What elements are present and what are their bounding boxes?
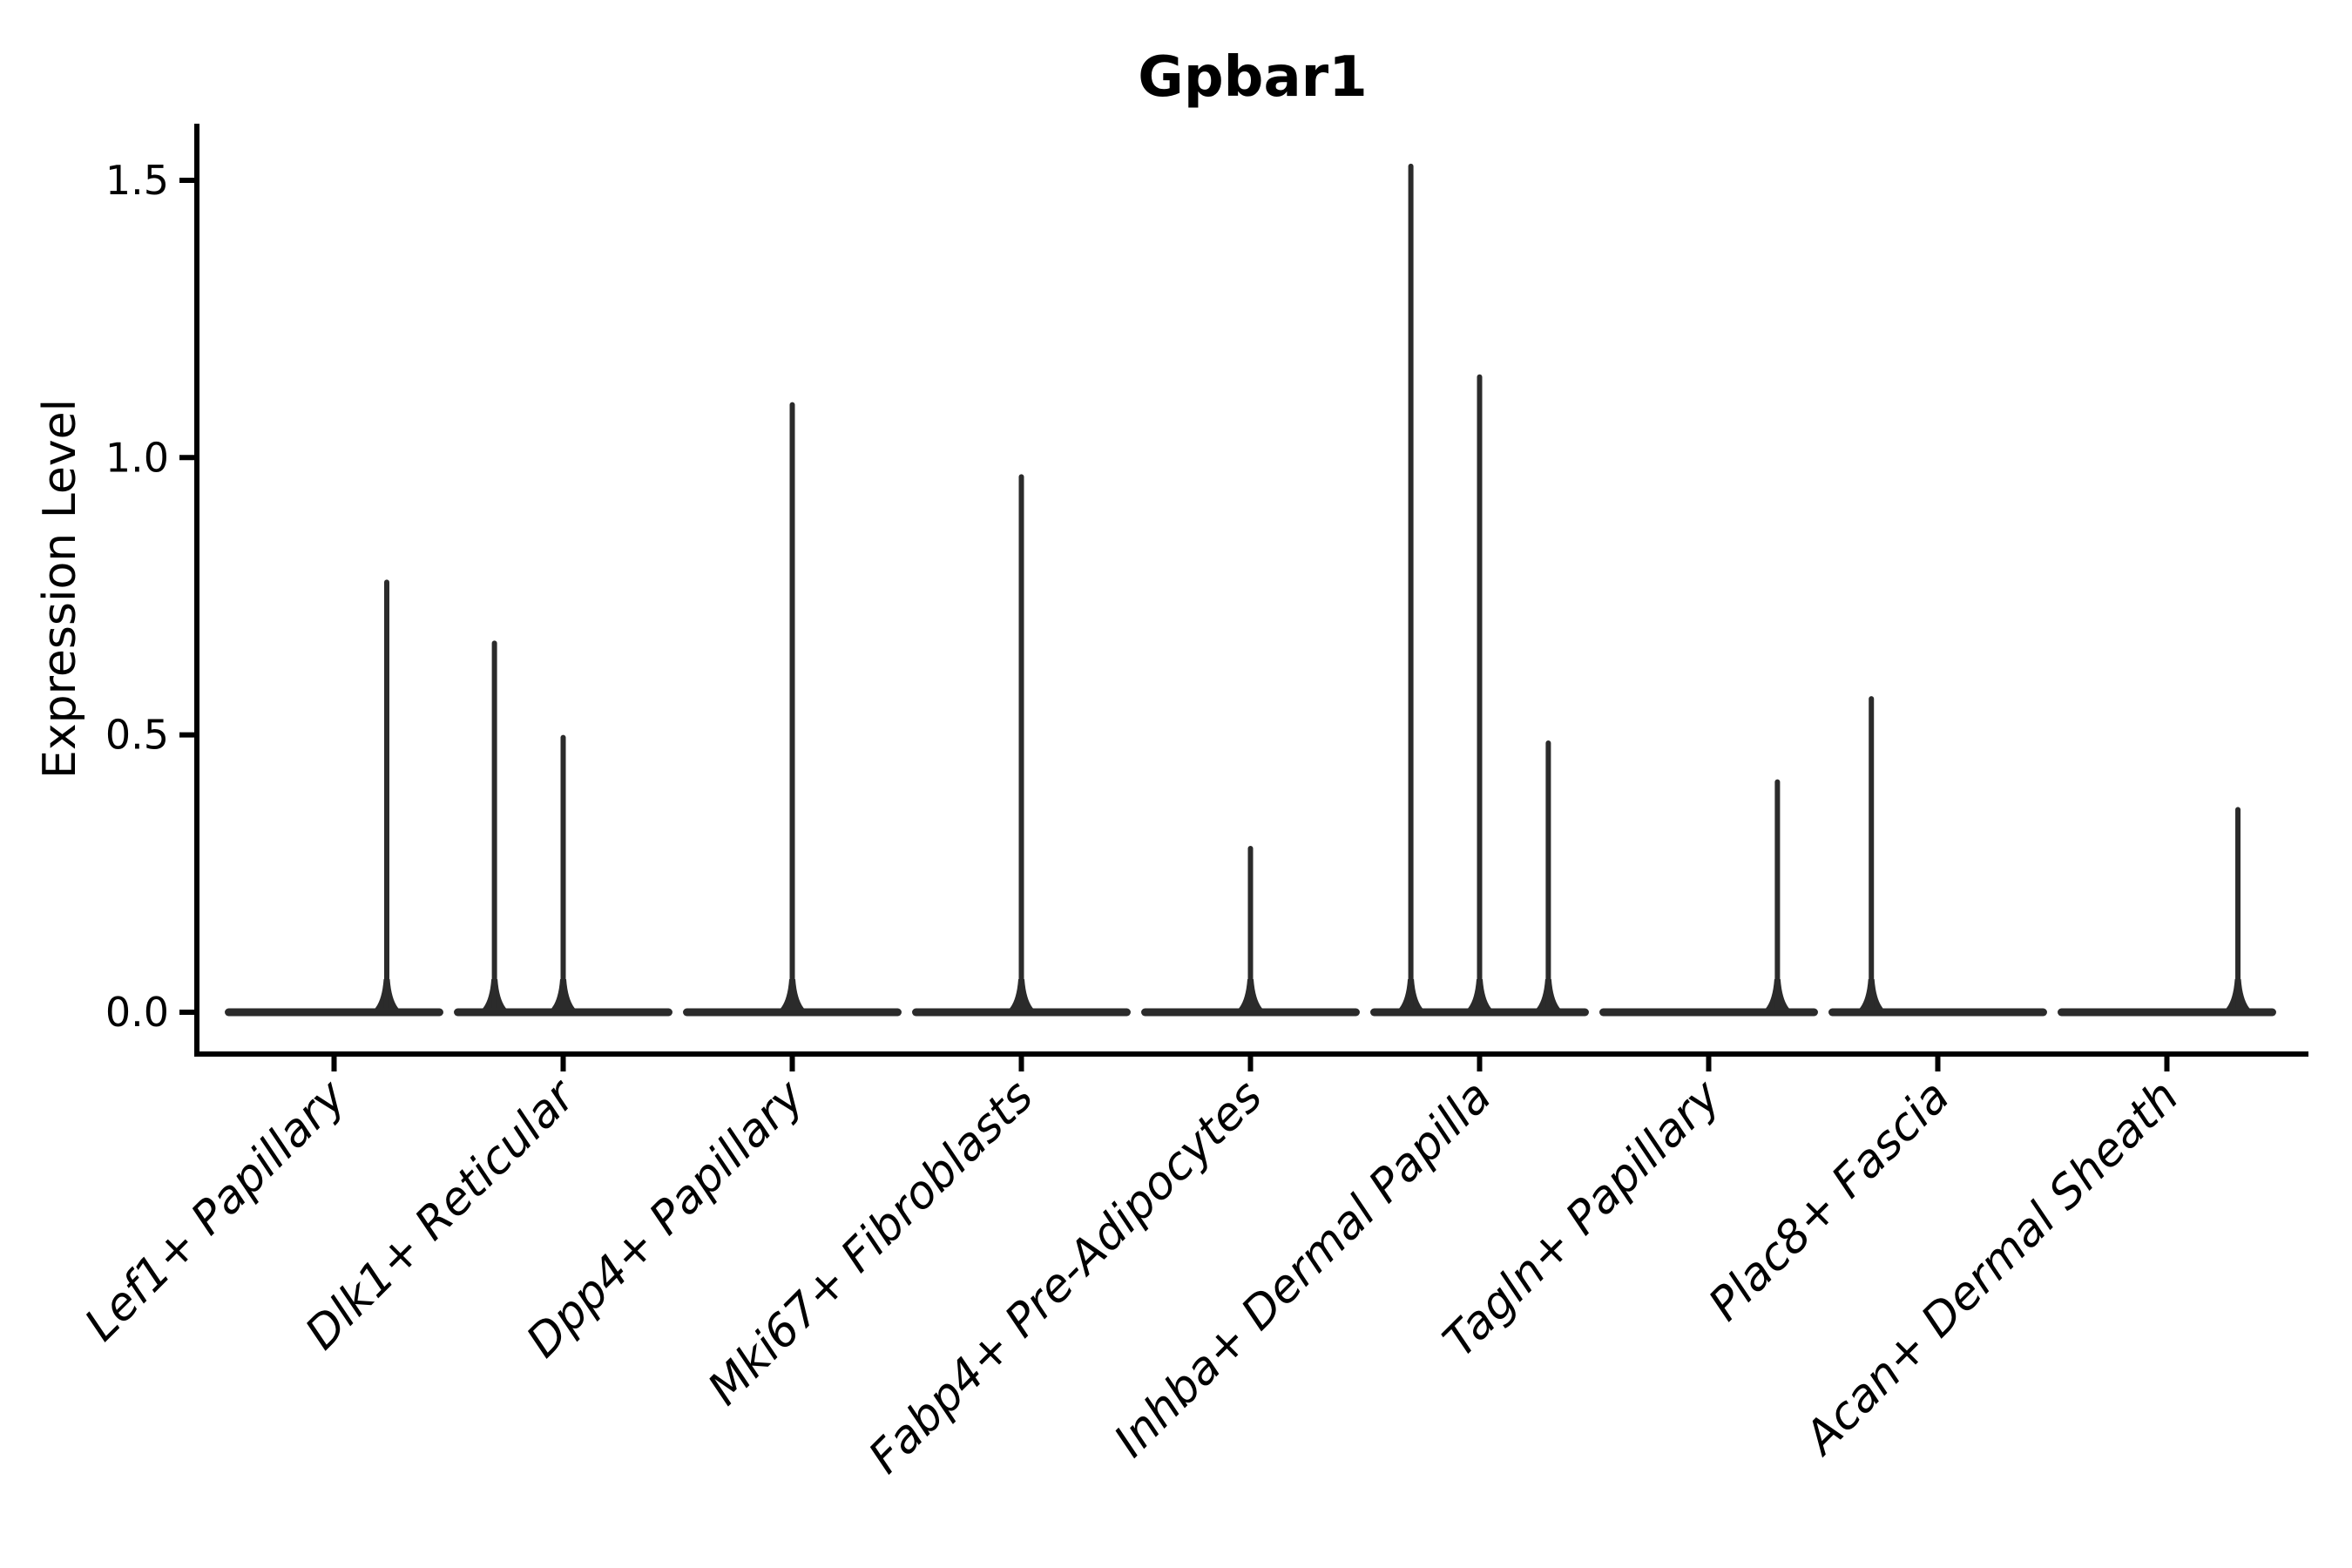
y-axis-label: Expression Level bbox=[34, 399, 86, 779]
y-tick-label: 1.0 bbox=[105, 434, 169, 481]
violin-group bbox=[912, 474, 1131, 1017]
y-tick-label: 0.5 bbox=[105, 712, 169, 759]
violin-group bbox=[2058, 807, 2276, 1017]
violin-group bbox=[1599, 779, 1818, 1017]
violin-group bbox=[1828, 696, 2047, 1017]
x-tick-label: Acan+ Dermal Sheath bbox=[1794, 1071, 2189, 1466]
violin-group bbox=[454, 640, 672, 1017]
violin-group bbox=[683, 402, 902, 1017]
y-tick-label: 1.5 bbox=[105, 157, 169, 204]
violin-group bbox=[225, 579, 443, 1017]
x-tick-label: Fabp4+ Pre-Adipocytes bbox=[859, 1071, 1273, 1484]
x-tick-label: Inhba+ Dermal Papilla bbox=[1105, 1071, 1502, 1468]
y-tick-label: 0.0 bbox=[105, 989, 169, 1036]
chart-title: Gpbar1 bbox=[1138, 45, 1367, 110]
violin-group bbox=[1370, 163, 1589, 1017]
violins-layer bbox=[225, 163, 2276, 1017]
x-tick-label: Plac8+ Fascia bbox=[1699, 1071, 1959, 1331]
violin-group bbox=[1141, 845, 1360, 1017]
